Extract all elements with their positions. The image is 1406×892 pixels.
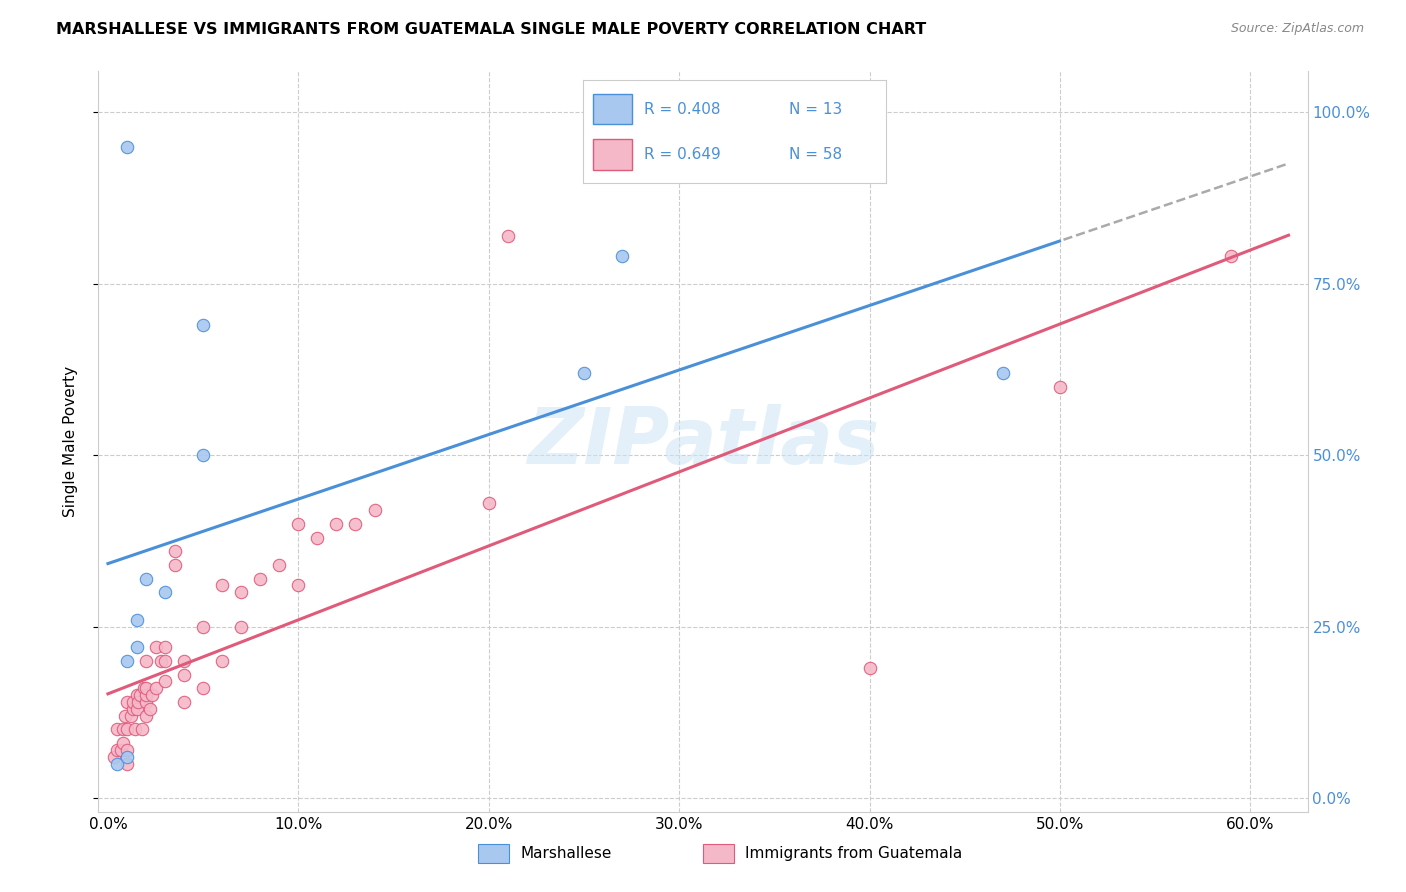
Point: [115, 743, 138, 757]
Point: [135, 681, 157, 696]
Point: [173, 667, 195, 681]
Point: [269, 558, 291, 572]
Text: N = 13: N = 13: [789, 102, 842, 117]
Point: [153, 654, 176, 668]
Point: [249, 572, 271, 586]
Point: [610, 250, 633, 264]
Point: [125, 613, 148, 627]
Point: [131, 723, 153, 737]
Point: [121, 695, 143, 709]
Text: R = 0.408: R = 0.408: [644, 102, 720, 117]
Point: [1220, 250, 1243, 264]
Bar: [592, 139, 631, 169]
Point: [107, 723, 129, 737]
Y-axis label: Single Male Poverty: Single Male Poverty: [63, 366, 77, 517]
Point: [173, 695, 195, 709]
Point: [173, 654, 195, 668]
Point: [153, 674, 176, 689]
Point: [153, 585, 176, 599]
Text: Immigrants from Guatemala: Immigrants from Guatemala: [745, 847, 963, 861]
Point: [231, 585, 253, 599]
Point: [344, 516, 367, 531]
Point: [135, 572, 157, 586]
Point: [1049, 380, 1071, 394]
Point: [145, 640, 167, 655]
Point: [163, 558, 186, 572]
Point: [211, 578, 233, 592]
Point: [135, 688, 157, 702]
Point: [141, 688, 163, 702]
Text: N = 58: N = 58: [789, 146, 842, 161]
Point: [163, 544, 186, 558]
Point: [211, 654, 233, 668]
Point: [115, 750, 138, 764]
Point: [125, 702, 148, 716]
Point: [145, 681, 167, 696]
Point: [114, 708, 136, 723]
Point: [124, 723, 146, 737]
Text: R = 0.649: R = 0.649: [644, 146, 721, 161]
Text: Marshallese: Marshallese: [520, 847, 612, 861]
Point: [325, 516, 347, 531]
Text: ZIPatlas: ZIPatlas: [527, 403, 879, 480]
Point: [572, 366, 595, 380]
Point: [478, 496, 501, 510]
Point: [125, 688, 148, 702]
Point: [135, 708, 157, 723]
Point: [135, 654, 157, 668]
Point: [115, 654, 138, 668]
Text: MARSHALLESE VS IMMIGRANTS FROM GUATEMALA SINGLE MALE POVERTY CORRELATION CHART: MARSHALLESE VS IMMIGRANTS FROM GUATEMALA…: [56, 22, 927, 37]
Point: [127, 695, 149, 709]
Point: [103, 750, 125, 764]
Point: [115, 695, 138, 709]
Point: [991, 366, 1014, 380]
Point: [115, 723, 138, 737]
Point: [231, 620, 253, 634]
Point: [150, 654, 173, 668]
Text: Source: ZipAtlas.com: Source: ZipAtlas.com: [1230, 22, 1364, 36]
Point: [112, 736, 135, 750]
Point: [120, 708, 142, 723]
Point: [115, 756, 138, 771]
Point: [191, 681, 214, 696]
Point: [125, 640, 148, 655]
Point: [496, 228, 519, 243]
Point: [139, 702, 162, 716]
Point: [363, 503, 385, 517]
Point: [135, 695, 157, 709]
Point: [112, 723, 135, 737]
Point: [107, 743, 129, 757]
Point: [859, 661, 882, 675]
Point: [107, 756, 129, 771]
Point: [191, 318, 214, 332]
Point: [110, 743, 132, 757]
Point: [307, 531, 329, 545]
Bar: [592, 94, 631, 124]
Point: [153, 640, 176, 655]
Point: [115, 140, 138, 154]
Point: [191, 620, 214, 634]
Point: [191, 448, 214, 462]
Point: [121, 702, 143, 716]
Point: [134, 681, 156, 696]
Point: [287, 578, 309, 592]
Point: [129, 688, 152, 702]
Point: [287, 516, 309, 531]
